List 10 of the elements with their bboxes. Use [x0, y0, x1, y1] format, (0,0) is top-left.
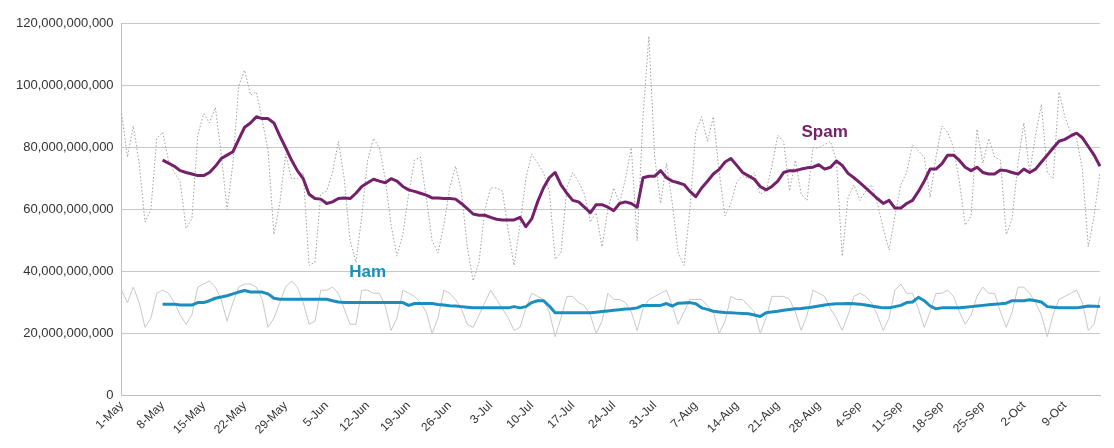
- series-label: Spam: [801, 122, 848, 142]
- y-tick-label: 80,000,000,000: [23, 139, 114, 155]
- y-tick-label: 60,000,000,000: [23, 201, 114, 217]
- line-series: [121, 35, 1101, 282]
- y-tick-label: 100,000,000,000: [15, 77, 114, 93]
- y-tick-label: 40,000,000,000: [23, 263, 114, 279]
- series-label: Ham: [349, 261, 387, 281]
- y-tick-label: 0: [106, 387, 114, 403]
- y-tick-label: 20,000,000,000: [23, 325, 114, 341]
- y-tick-label: 120,000,000,000: [15, 15, 114, 31]
